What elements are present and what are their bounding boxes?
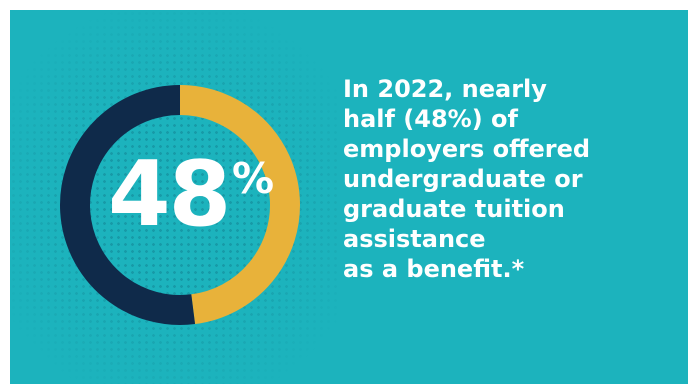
donut-slice-remainder — [60, 85, 196, 325]
center-percent-sign: % — [232, 154, 275, 203]
donut-chart — [60, 85, 300, 325]
infographic-card: 48% In 2022, nearly half (48%) of employ… — [10, 10, 688, 384]
statement-text: In 2022, nearly half (48%) of employers … — [343, 75, 591, 283]
center-percentage: 48% — [108, 150, 274, 240]
center-value: 48 — [108, 142, 231, 247]
donut-slice-highlight — [179, 85, 300, 325]
